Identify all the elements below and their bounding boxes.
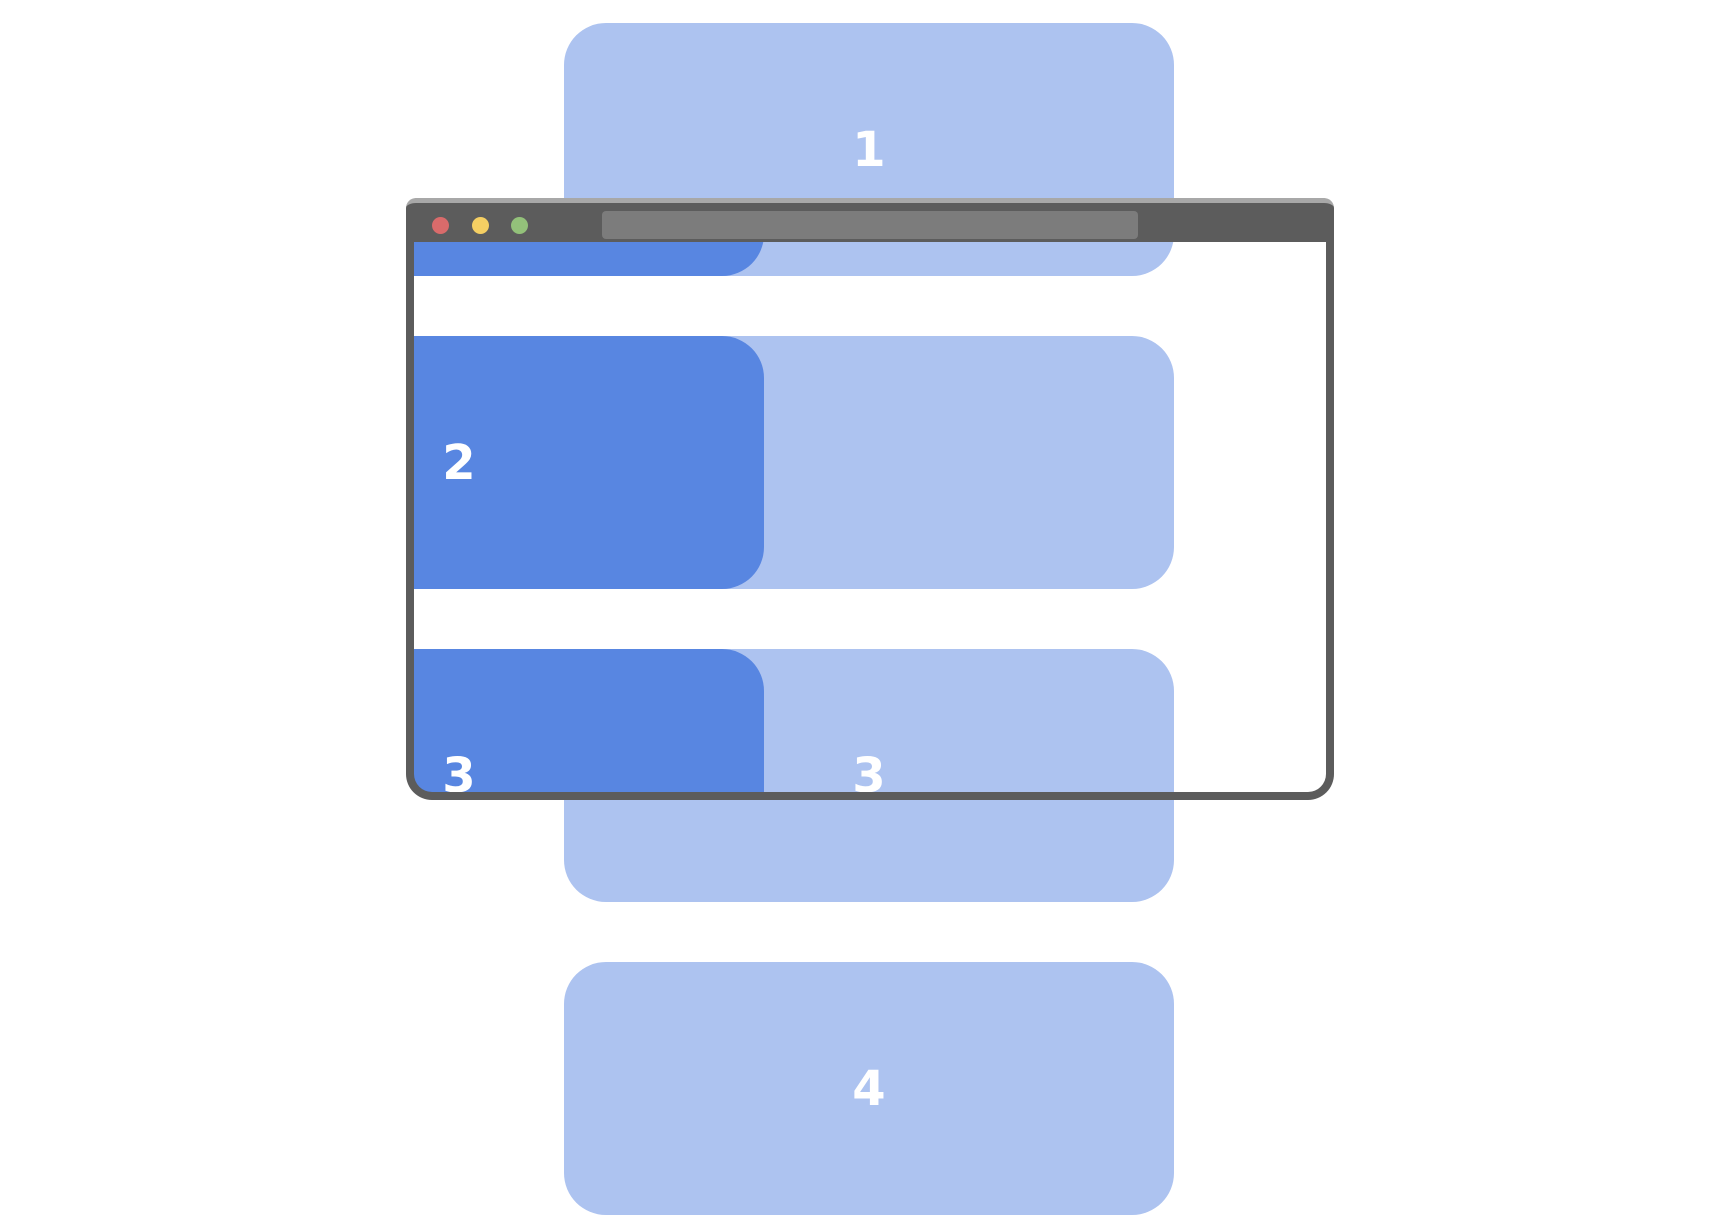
card-2-label: 2	[442, 434, 476, 491]
close-dot-icon	[432, 217, 449, 234]
browser-title-bar	[406, 198, 1334, 242]
browser-viewport: 2 3	[410, 236, 1318, 795]
card-1-label: 1	[852, 121, 886, 178]
card-1-visible-part	[410, 236, 764, 276]
card-4: 4	[564, 962, 1174, 1215]
card-3-visible-label: 3	[442, 747, 476, 796]
address-bar	[602, 211, 1138, 239]
card-3-visible-part: 3	[410, 649, 764, 795]
maximize-dot-icon	[511, 217, 528, 234]
minimize-dot-icon	[472, 217, 489, 234]
card-4-label: 4	[852, 1060, 886, 1117]
card-2: 2	[410, 336, 764, 589]
